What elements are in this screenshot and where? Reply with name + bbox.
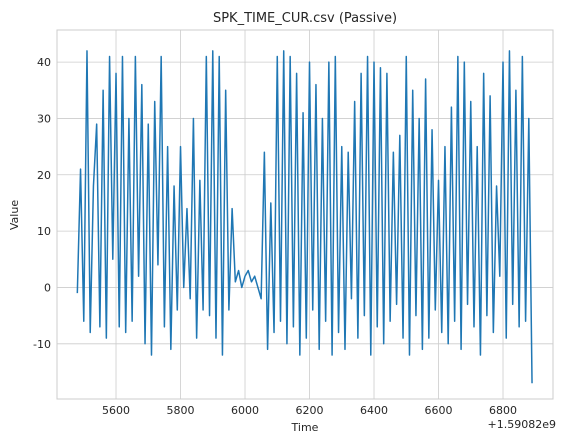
x-tick-label: 6400 xyxy=(360,404,388,417)
plot-frame xyxy=(56,29,554,400)
y-tick-label: 10 xyxy=(37,225,51,238)
y-tick-label: 20 xyxy=(37,169,51,182)
data-line xyxy=(76,50,533,384)
x-tick-label: 6800 xyxy=(489,404,517,417)
y-axis-label: Value xyxy=(8,200,21,230)
y-tick-label: 40 xyxy=(37,56,51,69)
x-tick-label: 6200 xyxy=(296,404,324,417)
y-tick-label: 0 xyxy=(44,281,51,294)
x-tick-label: 6000 xyxy=(231,404,259,417)
x-tick-label: 6600 xyxy=(425,404,453,417)
y-tick-label: -10 xyxy=(33,338,51,351)
x-tick-label: 5800 xyxy=(167,404,195,417)
x-tick-label: 5600 xyxy=(102,404,130,417)
x-offset-label: +1.59082e9 xyxy=(488,418,556,431)
y-tick-label: 30 xyxy=(37,112,51,125)
x-axis-label: Time xyxy=(291,421,319,434)
chart-title: SPK_TIME_CUR.csv (Passive) xyxy=(213,11,397,26)
